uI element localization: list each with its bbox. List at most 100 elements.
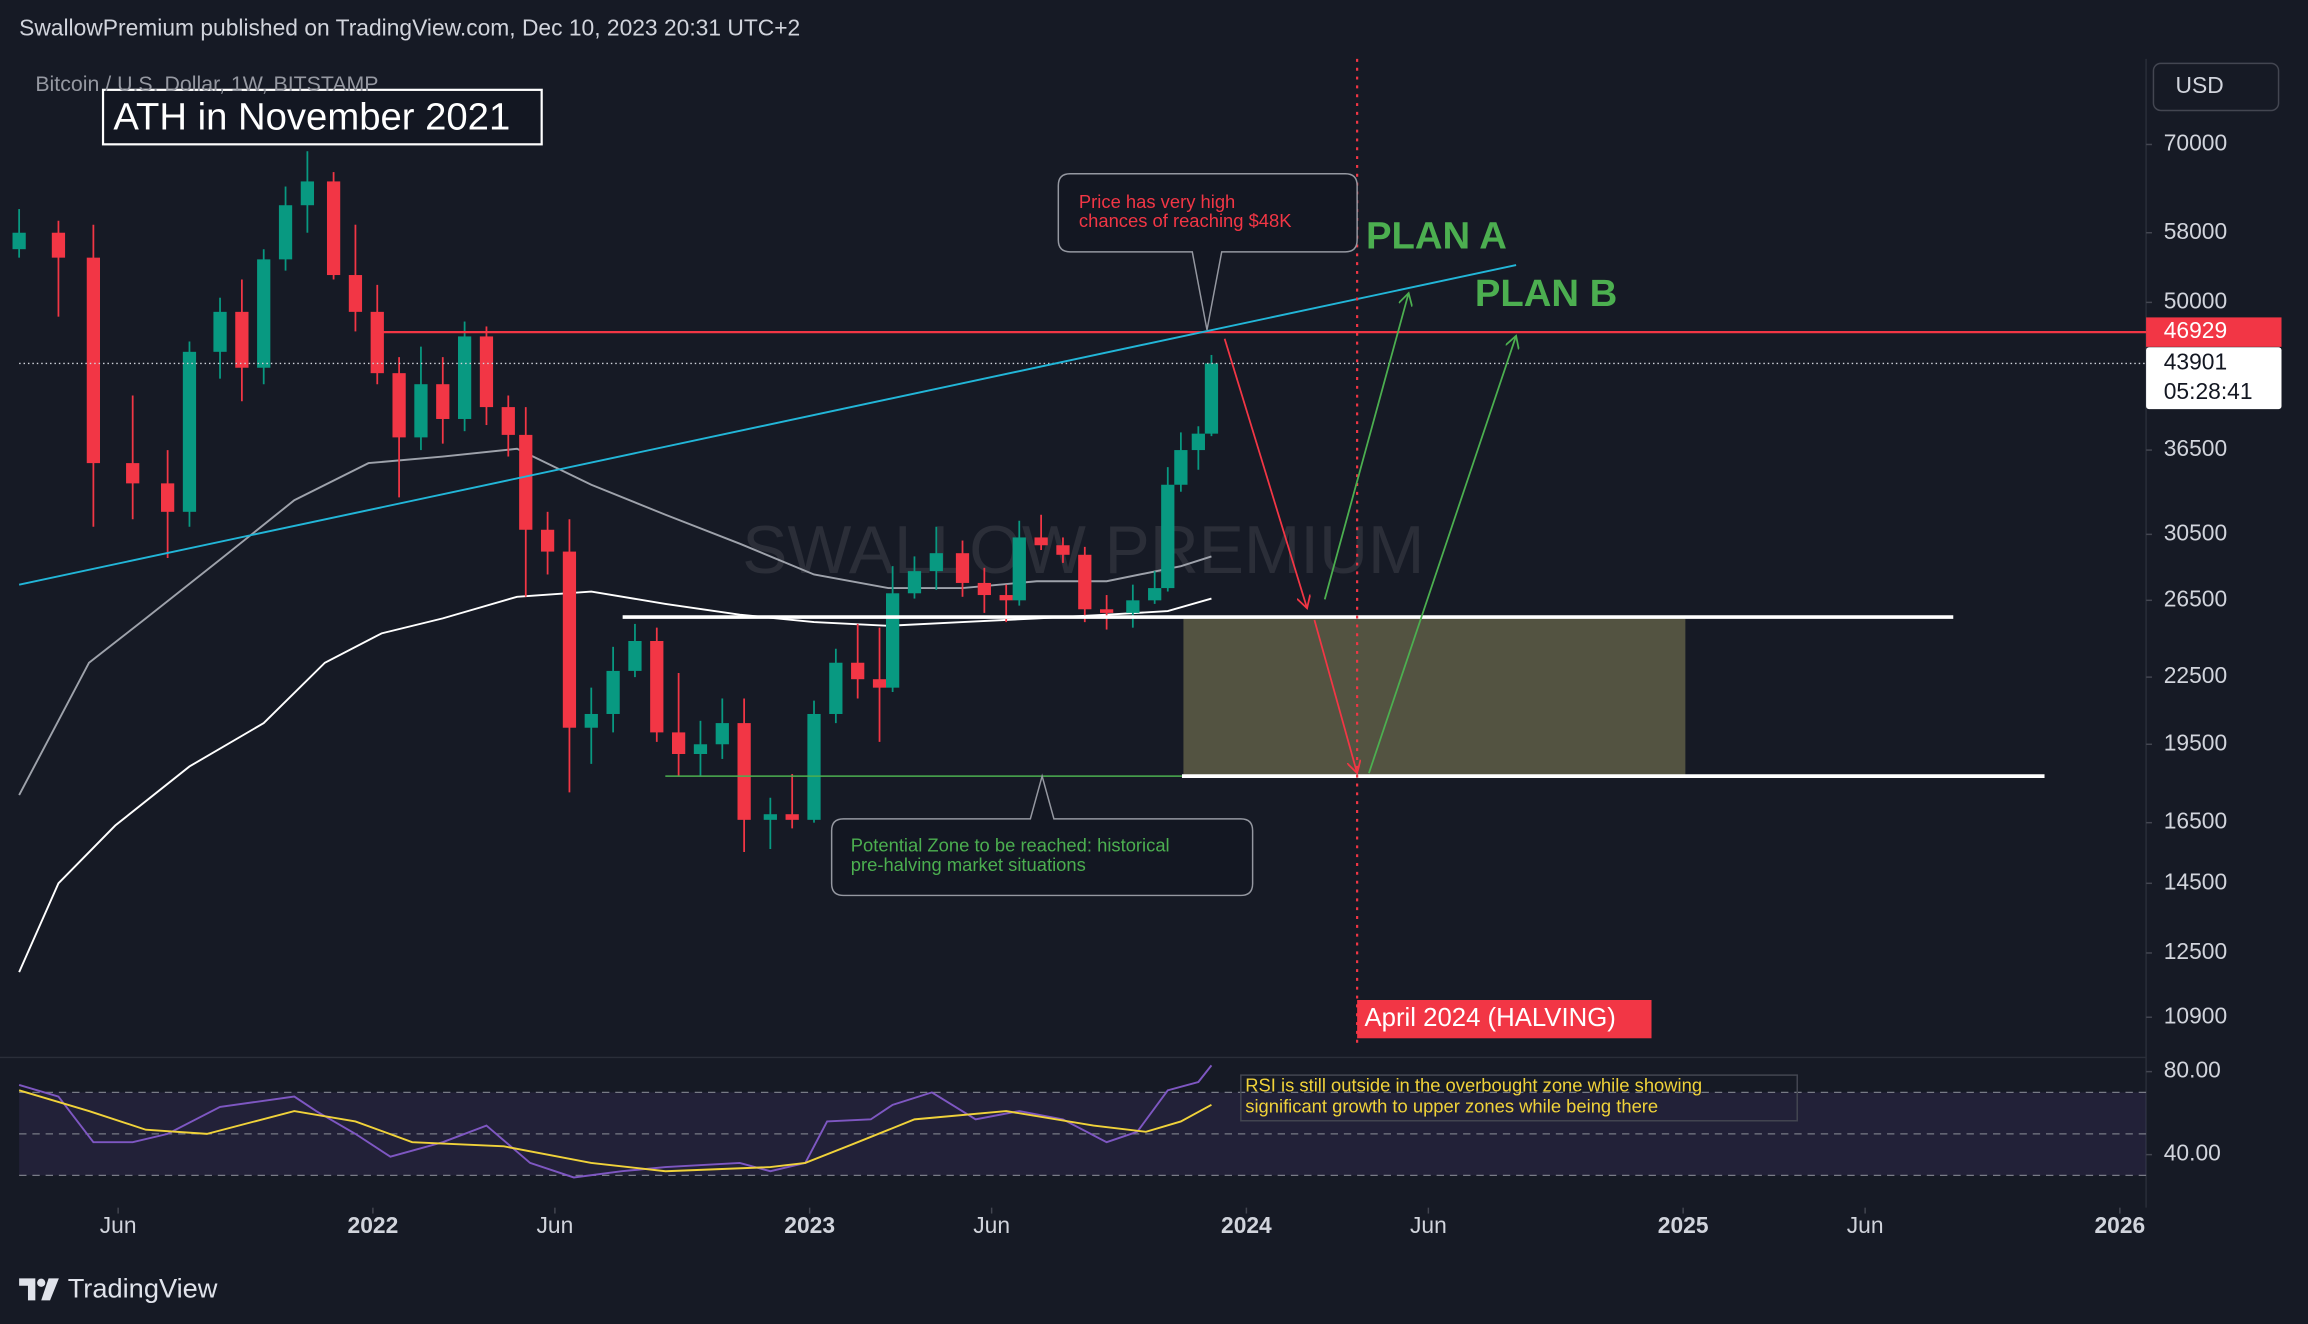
plan-a-label: PLAN A [1366,215,1507,258]
candle-body [126,463,140,484]
candle-body [235,311,249,368]
candle-body [763,814,777,820]
candle-body [606,670,620,714]
candle-body [1148,588,1162,601]
currency-label[interactable]: USD [2176,72,2224,98]
halving-tag [1357,999,1652,1039]
candle-body [929,553,943,572]
candle-body [715,723,729,745]
candle-body [693,744,708,755]
moving-average [18,447,1212,796]
publish-header: SwallowPremium published on TradingView.… [19,14,800,40]
x-tick-label: 2024 [1221,1212,1272,1238]
logo-part [41,1278,59,1301]
candle-body [257,259,271,368]
y-tick-label: 30500 [2164,519,2227,545]
candle-body [907,571,922,594]
candle-body [807,713,821,820]
candle-body [851,662,865,680]
candle-body [1100,609,1114,613]
candle-body [737,723,751,820]
candle-body [1204,363,1219,434]
candle-body [562,551,577,728]
target-zone [1183,618,1686,777]
candle-body [1161,484,1175,589]
candle-body [955,553,970,583]
candle-body [436,384,450,419]
candle-body [628,640,642,671]
callout-box [1057,173,1358,331]
candle-body [326,181,341,276]
rsi-note: significant growth to upper zones while … [1245,1095,1658,1116]
candle-body [457,336,472,419]
candle-body [1078,554,1092,610]
brand-logo [19,1278,59,1301]
candle-body [872,679,887,688]
x-tick-label: 2025 [1658,1212,1709,1238]
callout-text: pre-halving market situations [851,854,1086,875]
last-price-label: 43901 [2164,348,2227,374]
candle-body [1056,545,1070,555]
drawings: Price has very high chances of reaching … [18,58,2045,1122]
x-tick-label: Jun [1847,1212,1884,1238]
callout-box [830,773,1254,897]
trend-line [18,264,1517,586]
y-tick-label: 50000 [2164,287,2227,313]
x-tick-label: Jun [973,1212,1010,1238]
rsi-tick-label: 40.00 [2164,1140,2221,1166]
last-price-tag [2146,347,2282,410]
logo-part [37,1278,46,1287]
y-tick-label: 26500 [2164,585,2227,611]
candle-body [1191,433,1205,451]
symbol-label: Bitcoin / U.S. Dollar, 1W, BITSTAMP [35,72,378,96]
candle-body [1126,600,1140,613]
callout-text: chances of reaching $48K [1079,210,1292,231]
candle-body [414,384,428,438]
countdown-label: 05:28:41 [2164,378,2253,404]
y-tick-label: 36500 [2164,435,2227,461]
currency-button[interactable] [2152,62,2280,112]
x-tick-label: 2022 [348,1212,399,1238]
rsi-note: RSI is still outside in the overbought z… [1245,1075,1702,1096]
x-tick-label: Jun [1410,1212,1447,1238]
arrow-down [1313,619,1357,773]
y-tick-label: 16500 [2164,808,2227,834]
candle-body [650,640,664,733]
x-tick-label: Jun [537,1212,574,1238]
arrow-up [1323,293,1409,600]
x-tick-label: Jun [100,1212,137,1238]
arrow-down [1223,338,1307,609]
candle-body [886,593,900,688]
y-tick-label: 12500 [2164,938,2227,964]
level-label: 46929 [2164,317,2227,343]
arrow-up [1368,336,1516,774]
candle-body [584,713,598,728]
ath-label: ATH in November 2021 [113,95,510,138]
candle-body [370,311,384,374]
candle-body [300,181,315,206]
candle-body [182,351,197,512]
y-tick-label: 22500 [2164,662,2227,688]
level-tag [2146,317,2282,347]
rsi-line [18,1064,1213,1179]
halving-label: April 2024 (HALVING) [1364,1004,1615,1032]
candle-body [977,582,991,596]
candle-body [501,407,515,435]
plan-b-label: PLAN B [1475,272,1617,315]
candle-body [348,275,363,312]
candle-body [671,732,686,755]
y-tick-label: 10900 [2164,1002,2227,1028]
candle-body [12,232,26,250]
candle-body [999,595,1013,601]
candle-body [1034,537,1048,546]
candle-body [479,336,494,408]
x-tick-label: 2023 [784,1212,835,1238]
candle-body [161,483,175,512]
callout-text: Price has very high [1079,191,1235,212]
rsi-note-box [1240,1074,1798,1122]
y-tick-label: 14500 [2164,868,2227,894]
y-tick-label: 70000 [2164,130,2227,156]
callout-text: Potential Zone to be reached: historical [851,835,1170,856]
x-tick-label: 2026 [2095,1212,2146,1238]
